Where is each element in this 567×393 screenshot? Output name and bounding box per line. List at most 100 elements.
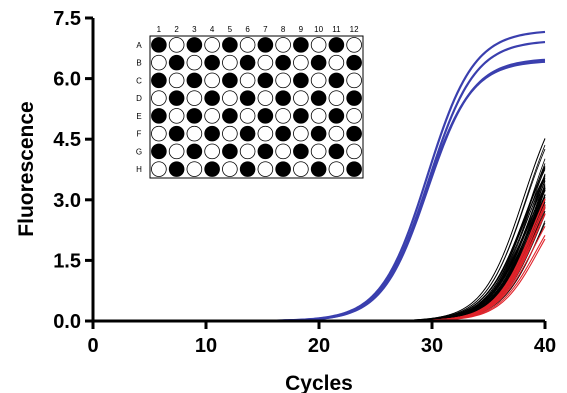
y-tick-label: 3.0	[53, 190, 81, 212]
plate-well	[239, 37, 256, 53]
series-4-curve	[93, 181, 546, 322]
plate-well	[293, 161, 309, 177]
plate-well	[222, 90, 238, 106]
plate-well	[275, 125, 291, 142]
series-4-curve	[93, 208, 546, 322]
plate-well	[257, 161, 274, 177]
plate-well	[257, 108, 274, 124]
plate-row-label: E	[136, 112, 141, 121]
plate-row-label: G	[136, 147, 142, 156]
plate-well	[204, 72, 220, 89]
plate-well	[204, 161, 220, 177]
plate-well	[186, 108, 203, 124]
plate-well	[310, 125, 327, 142]
plate-well	[204, 143, 220, 160]
plate-well	[222, 72, 238, 89]
plate-well	[151, 90, 167, 106]
plate-well	[310, 72, 327, 89]
plate-row-label: B	[136, 59, 141, 68]
axis-ticks: 0 10 20 30 40 0.0 1.5 3.0 4.5 6.0 7.5	[53, 8, 556, 357]
plate-well	[186, 37, 203, 53]
plate-well	[204, 54, 220, 71]
plate-well	[168, 125, 185, 142]
series-4-curve	[93, 194, 546, 322]
plate-well	[151, 125, 167, 142]
plate-well	[257, 125, 274, 142]
plate-column-label: 5	[228, 25, 233, 34]
plate-well	[222, 143, 238, 160]
x-tick-label: 20	[308, 335, 330, 357]
series-4-curve	[93, 175, 546, 322]
plate-well	[151, 108, 167, 124]
plate-well	[257, 54, 274, 71]
plate-well	[168, 143, 185, 160]
plate-well	[346, 125, 362, 142]
plate-well	[310, 54, 327, 71]
plate-well	[151, 72, 167, 89]
plate-well	[168, 72, 185, 89]
plate-well	[151, 54, 167, 71]
plate-well	[151, 37, 167, 53]
plate-well	[186, 143, 203, 160]
series-4-curve	[93, 195, 546, 322]
plate-column-label: 10	[314, 25, 323, 34]
plate-column-label: 6	[245, 25, 250, 34]
plate-well	[275, 143, 291, 160]
series-4-curve	[93, 178, 546, 322]
plate-well	[168, 108, 185, 124]
y-tick-label: 0.0	[53, 311, 81, 333]
plate-well	[328, 90, 345, 106]
plate-well	[293, 108, 309, 124]
y-tick-label: 4.5	[53, 129, 81, 151]
plate-well	[257, 90, 274, 106]
plate-well	[222, 108, 238, 124]
plate-well	[293, 54, 309, 71]
plate-well	[186, 90, 203, 106]
plate-well	[168, 54, 185, 71]
plate-column-label: 4	[210, 25, 215, 34]
plate-well	[346, 108, 362, 124]
series-4-curve	[93, 174, 546, 322]
plate-column-label: 8	[281, 25, 286, 34]
plate-well	[346, 161, 362, 177]
plate-well	[186, 125, 203, 142]
plate-well	[257, 72, 274, 89]
x-tick-label: 40	[534, 335, 556, 357]
plate-well	[239, 108, 256, 124]
x-tick-label: 10	[195, 335, 217, 357]
plate-well	[275, 161, 291, 177]
series-4-curve	[93, 175, 546, 322]
series-4-curve	[93, 194, 546, 322]
plate-well	[293, 143, 309, 160]
plate-well	[346, 143, 362, 160]
plate-well	[168, 90, 185, 106]
plate-well	[186, 54, 203, 71]
plate-well	[204, 90, 220, 106]
plate-well	[239, 54, 256, 71]
plate-column-label: 3	[192, 25, 197, 34]
plate-well	[346, 90, 362, 106]
plate-well	[310, 143, 327, 160]
plate-row-label: C	[136, 76, 142, 85]
plate-column-label: 9	[299, 25, 304, 34]
series-4-curve	[93, 195, 546, 322]
x-axis-label: Cycles	[285, 372, 353, 393]
plate-column-label: 12	[350, 25, 359, 34]
y-tick-label: 7.5	[53, 8, 81, 30]
plate-well	[186, 161, 203, 177]
plate-well	[204, 125, 220, 142]
series-4-curve	[93, 181, 546, 322]
plate-well	[222, 161, 238, 177]
plate-well	[310, 37, 327, 53]
series-4-curve	[93, 190, 546, 322]
plate-well	[257, 37, 274, 53]
plate-well	[328, 161, 345, 177]
plate-row-label: H	[136, 165, 142, 174]
plate-row-label: A	[136, 41, 142, 50]
plate-well	[293, 125, 309, 142]
plate-well	[328, 143, 345, 160]
plate-well	[328, 108, 345, 124]
plate-well	[168, 37, 185, 53]
